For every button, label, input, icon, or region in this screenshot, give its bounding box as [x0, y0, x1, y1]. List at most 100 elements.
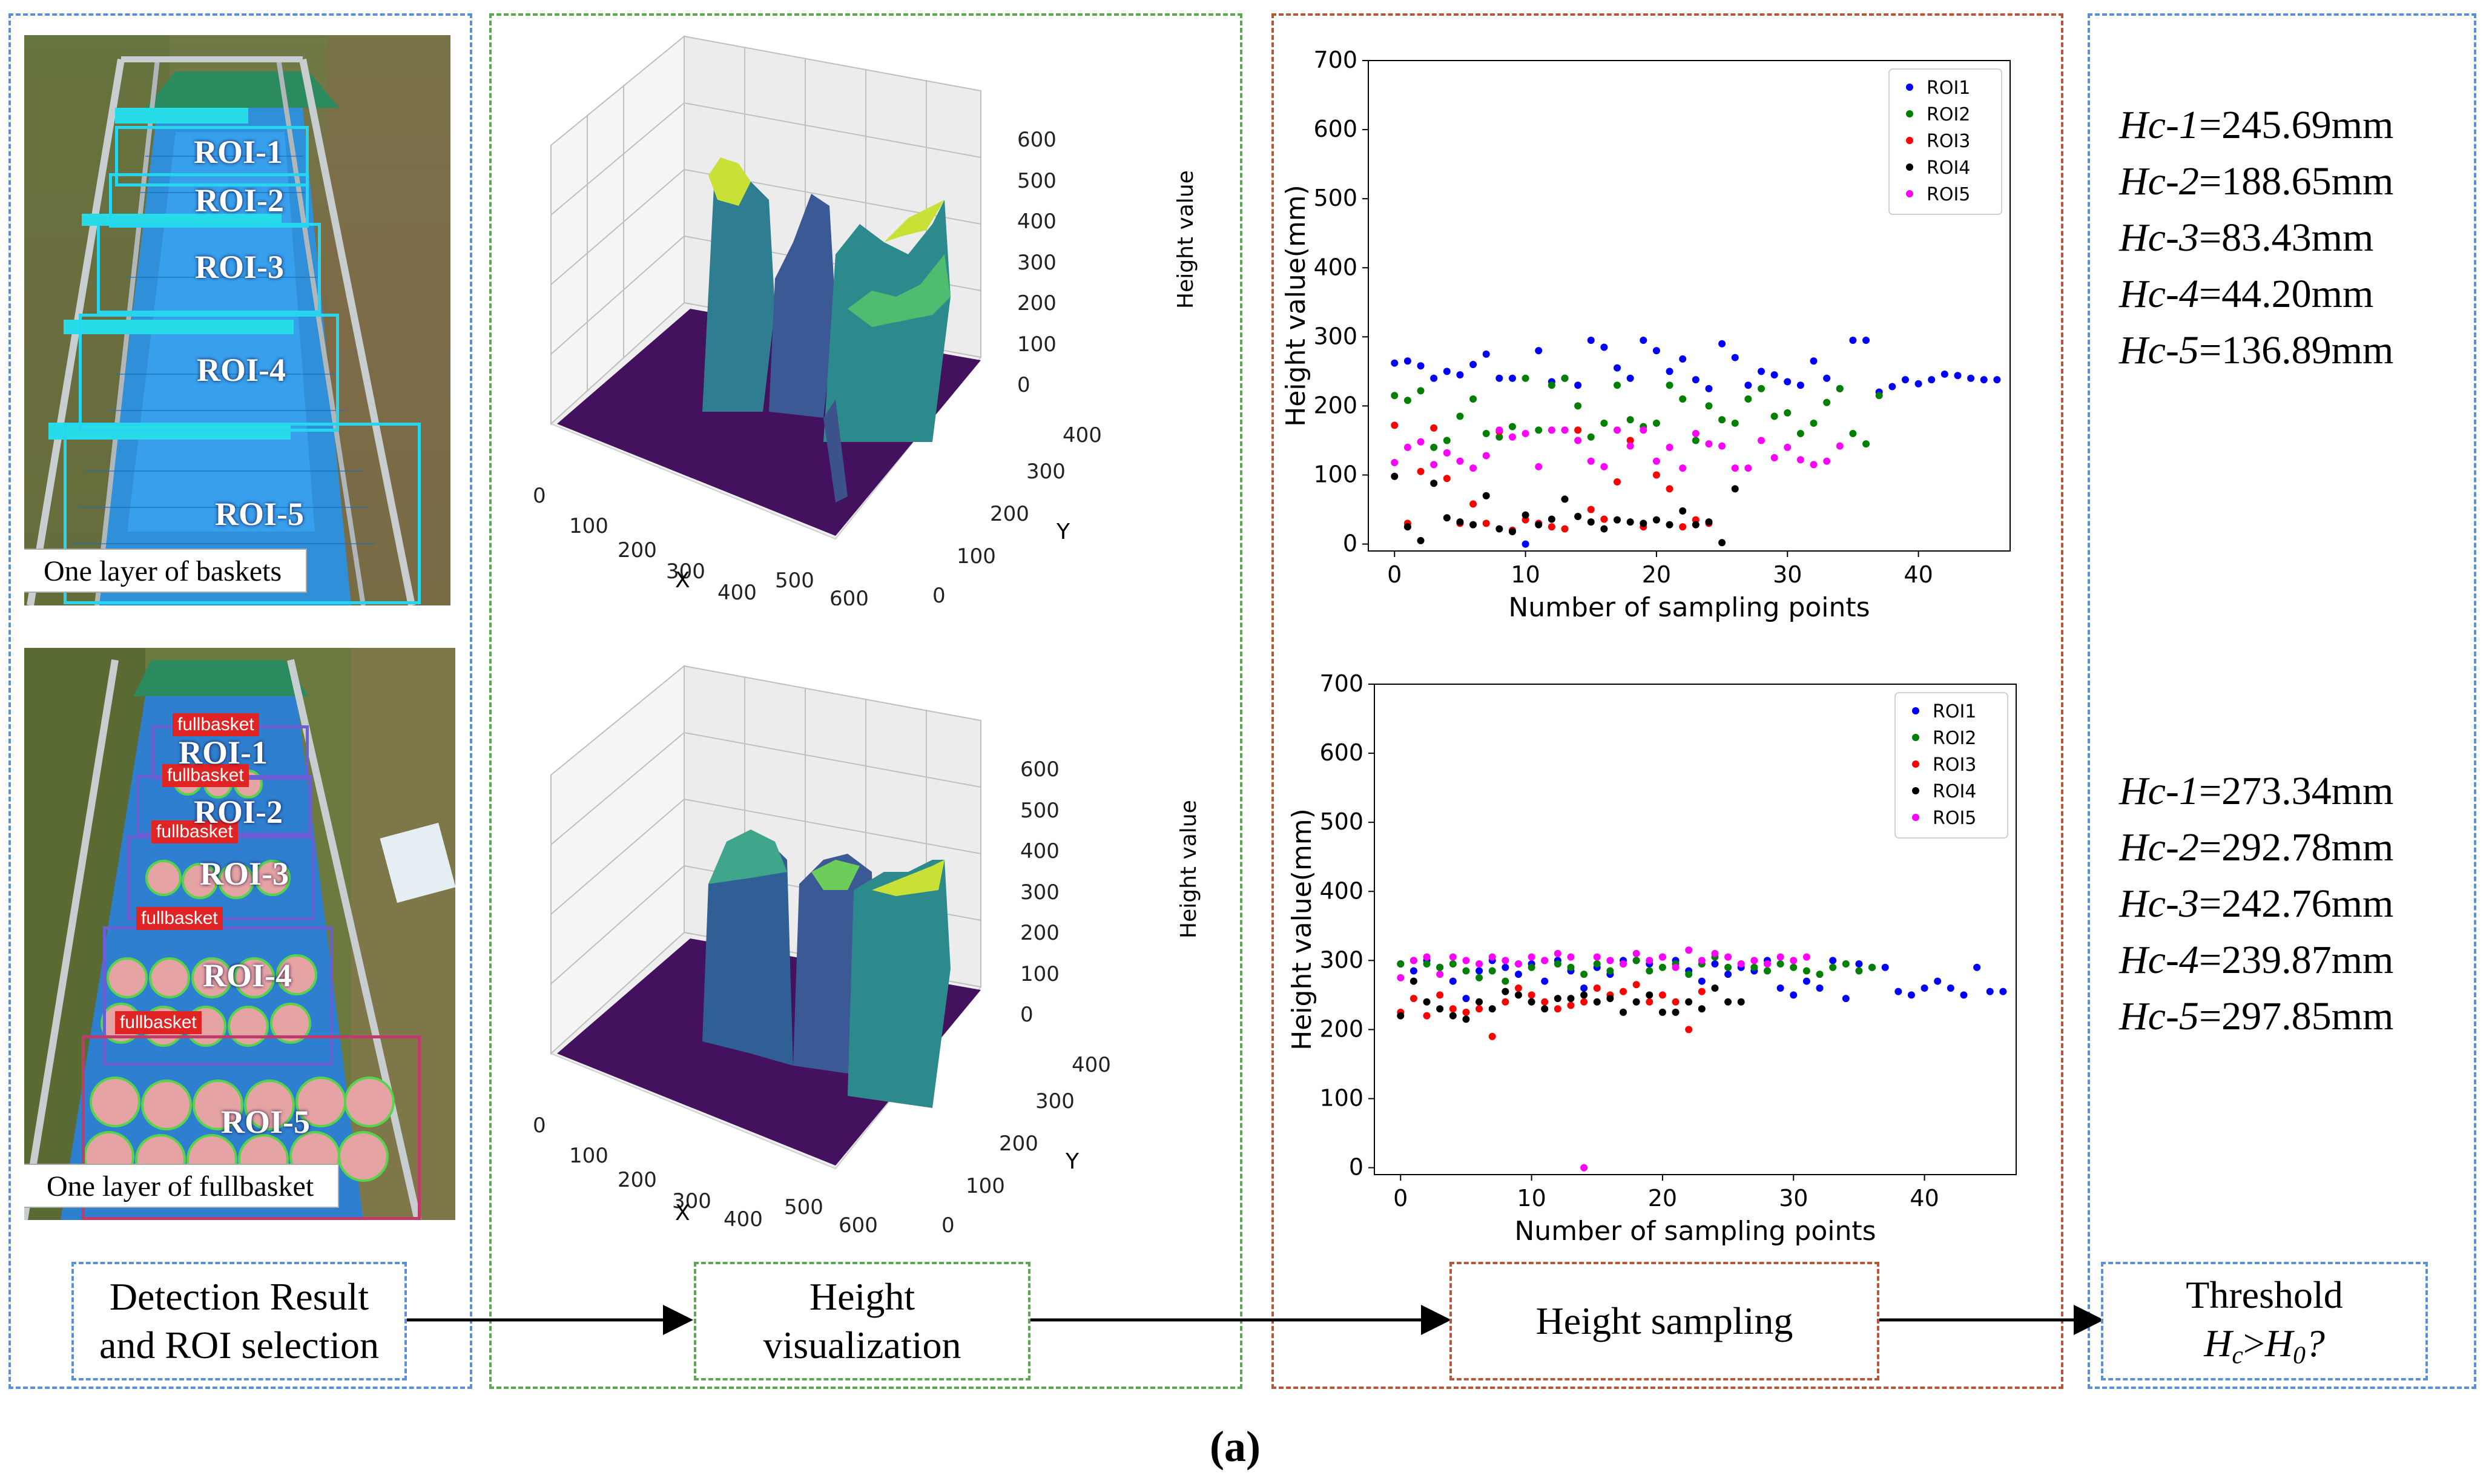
- data-point: [1763, 960, 1771, 968]
- data-point: [1763, 967, 1771, 975]
- data-point: [1574, 426, 1582, 434]
- x-tick-label: 0: [1393, 1185, 1408, 1212]
- hc-name: Hc-3: [2119, 882, 2199, 926]
- data-point: [1744, 464, 1752, 472]
- data-point: [1600, 515, 1608, 523]
- data-point: [1469, 464, 1477, 472]
- data-point: [1836, 442, 1844, 450]
- data-point: [1705, 402, 1713, 410]
- series-roi5: [1397, 946, 1810, 1172]
- data-point: [1514, 971, 1522, 978]
- data-point: [1672, 998, 1680, 1006]
- data-point: [1849, 337, 1857, 345]
- y-tick-label: 500: [1319, 808, 1363, 835]
- data-point: [1600, 463, 1608, 470]
- z-tick: 500: [1020, 799, 1060, 823]
- data-point: [1587, 337, 1595, 345]
- data-point: [1666, 485, 1673, 493]
- y-tick-label: 300: [1313, 323, 1357, 349]
- data-point: [1658, 953, 1666, 961]
- x-tick: 300: [666, 559, 705, 584]
- data-point: [1652, 457, 1660, 465]
- data-point: [1397, 960, 1405, 968]
- data-point: [1391, 359, 1399, 367]
- threshold-h0: H: [2264, 1322, 2293, 1365]
- data-point: [1606, 957, 1614, 965]
- legend-marker: [1912, 707, 1919, 714]
- data-point: [1449, 1012, 1457, 1020]
- z-tick: 400: [1017, 209, 1057, 234]
- data-point: [1802, 967, 1810, 975]
- data-point: [1469, 395, 1477, 403]
- data-point: [1868, 963, 1876, 971]
- full-roi-label-1: ROI-1: [179, 734, 268, 771]
- x-tick: 100: [569, 1144, 608, 1168]
- data-point: [1685, 946, 1693, 954]
- data-point: [1600, 525, 1608, 533]
- data-point: [1718, 416, 1726, 424]
- hc-value: =188.65mm: [2198, 159, 2394, 203]
- data-point: [1449, 977, 1457, 985]
- x-tick-label: 40: [1910, 1185, 1939, 1212]
- data-point: [1410, 977, 1417, 985]
- y-tick-label: 400: [1319, 877, 1363, 904]
- detection-panel: [8, 13, 472, 1389]
- data-point: [1692, 430, 1700, 438]
- roi-box-4: [79, 314, 339, 432]
- hc-row: Hc-1=245.69mm: [2119, 97, 2393, 153]
- data-point: [1475, 967, 1483, 975]
- data-point: [1567, 963, 1575, 971]
- stage-height-visualization: Height visualization: [694, 1262, 1030, 1380]
- x-tick-label: 0: [1387, 561, 1402, 588]
- data-point: [1836, 384, 1844, 392]
- data-point: [1679, 355, 1687, 363]
- threshold-sub-0: 0: [2293, 1341, 2306, 1369]
- y-tick: 300: [1026, 460, 1066, 484]
- legend-marker: [1906, 84, 1913, 91]
- fullbasket-box-5: [82, 1035, 421, 1220]
- legend-marker: [1912, 760, 1919, 768]
- series-roi1: [1391, 337, 2001, 548]
- hc-value: =44.20mm: [2198, 272, 2374, 316]
- data-point: [1823, 374, 1831, 382]
- data-point: [1894, 988, 1902, 995]
- data-point: [1528, 991, 1535, 999]
- y-tick-label: 500: [1313, 185, 1357, 211]
- data-point: [1698, 977, 1706, 985]
- data-point: [1508, 528, 1516, 536]
- data-point: [1718, 340, 1726, 348]
- data-point: [1829, 963, 1837, 971]
- data-point: [1940, 370, 1948, 378]
- legend-marker: [1906, 163, 1913, 171]
- data-point: [1614, 364, 1621, 372]
- data-point: [1881, 963, 1889, 971]
- data-point: [1875, 392, 1883, 400]
- legend-frame: [1888, 68, 2002, 215]
- data-point: [1672, 963, 1680, 971]
- surface-axis-ticks: 0 100 200 300 400 500 600 0 100 200 300 …: [533, 757, 1111, 1235]
- hc-value: =242.76mm: [2198, 882, 2394, 926]
- stage-height-sampling: Height sampling: [1449, 1262, 1879, 1380]
- data-point: [1502, 977, 1509, 985]
- data-point: [1502, 957, 1509, 965]
- data-point: [1842, 995, 1850, 1003]
- data-point: [1967, 374, 1975, 382]
- data-point: [1423, 953, 1431, 961]
- hc-name: Hc-3: [2119, 216, 2199, 260]
- roi-label-2: ROI-2: [195, 182, 284, 219]
- data-point: [1986, 988, 1994, 995]
- data-point: [1522, 430, 1529, 438]
- data-point: [1488, 1005, 1496, 1013]
- data-point: [1973, 963, 1981, 971]
- data-point: [1495, 433, 1503, 441]
- data-point: [1482, 350, 1490, 358]
- x-tick: 500: [775, 569, 814, 593]
- full-roi-label-5: ROI-5: [221, 1104, 310, 1140]
- data-point: [1757, 384, 1765, 392]
- data-point: [1580, 971, 1588, 978]
- y-tick-label: 0: [1349, 1154, 1363, 1181]
- data-point: [1391, 392, 1399, 400]
- z-axis-label: Height value: [1173, 170, 1198, 309]
- data-point: [1776, 960, 1784, 968]
